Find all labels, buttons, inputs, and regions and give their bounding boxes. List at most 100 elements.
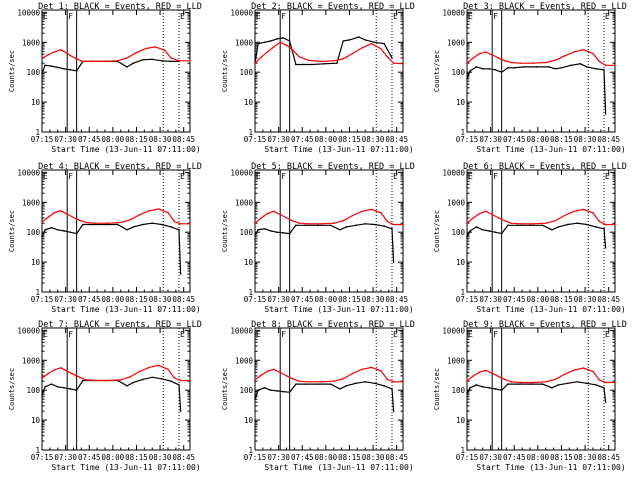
data-point-lld (279, 41, 282, 44)
x-tick-label: 08:00 (527, 295, 550, 304)
plot-frame (254, 169, 404, 293)
x-tick-label: 08:30 (149, 453, 172, 462)
data-point-events (69, 231, 72, 233)
data-point-lld (544, 381, 547, 383)
data-point-lld (307, 59, 310, 62)
data-point-events (579, 63, 582, 65)
x-tick-label: 07:30 (267, 295, 290, 304)
y-tick-label: 100 (451, 386, 465, 395)
data-point-events (522, 66, 525, 68)
y-tick-label: 10 (456, 258, 466, 267)
data-point-lld (472, 217, 475, 219)
data-point-lld (491, 54, 494, 56)
data-point-lld (266, 370, 269, 373)
panel-title: Det 2: BLACK = Events, RED = LLD (251, 2, 415, 12)
y-axis-label: Counts/sec (8, 50, 16, 92)
marker-label: E (43, 330, 48, 339)
x-tick-label: 08:00 (527, 453, 550, 462)
x-tick-label: 08:30 (574, 453, 597, 462)
y-tick-label: 10000 (17, 168, 40, 177)
panel-det-1: Det 1: BLACK = Events, RED = LLD 1 10 100 10… (8, 2, 202, 154)
panel-det-6: Det 6: BLACK = Events, RED = LLD 1 10 100 10… (433, 162, 627, 314)
data-point-events (91, 223, 94, 226)
data-point-events (126, 229, 128, 231)
data-point-lld (179, 379, 182, 382)
data-point-lld (554, 220, 556, 222)
data-point-lld (119, 221, 122, 224)
marker-label: E (605, 172, 610, 181)
data-point-events (383, 42, 385, 45)
data-point-events (126, 66, 128, 68)
panel-title: Det 5: BLACK = Events, RED = LLD (251, 162, 415, 172)
x-tick-label: 07:45 (78, 135, 101, 144)
x-axis-label: Start Time (13-Jun-11 07:11:00) (264, 145, 413, 154)
data-point-lld (47, 54, 50, 56)
y-tick-label: 100 (239, 386, 253, 395)
x-tick-label: 08:15 (550, 295, 573, 304)
data-point-events (392, 410, 395, 412)
data-point-events (604, 247, 607, 249)
data-point-lld (167, 211, 169, 214)
data-point-lld (519, 381, 522, 384)
data-point-events (541, 224, 544, 227)
data-point-lld (491, 372, 494, 375)
data-point-lld (466, 62, 468, 64)
panel-title: Det 7: BLACK = Events, RED = LLD (38, 320, 202, 330)
data-point-lld (614, 223, 616, 226)
data-point-events (595, 226, 597, 228)
data-point-events (295, 224, 297, 227)
x-axis-label: Start Time (13-Jun-11 07:11:00) (264, 463, 413, 472)
x-tick-label: 08:15 (338, 135, 361, 144)
data-point-events (63, 68, 65, 70)
data-point-events (41, 394, 43, 396)
data-point-events (560, 67, 563, 69)
x-tick-label: 08:30 (362, 135, 385, 144)
data-point-events (345, 385, 348, 387)
y-tick-label: 1000 (22, 198, 41, 207)
data-point-lld (85, 221, 87, 224)
x-axis-label: Start Time (13-Jun-11 07:11:00) (264, 305, 413, 314)
data-point-events (75, 232, 78, 235)
data-point-events (41, 72, 43, 75)
data-point-lld (273, 368, 275, 371)
y-tick-label: 10000 (230, 8, 253, 17)
y-tick-label: 100 (26, 386, 40, 395)
marker-label: F (68, 12, 73, 21)
data-point-lld (386, 55, 389, 58)
data-point-events (304, 224, 307, 227)
data-point-events (373, 382, 376, 385)
data-point-lld (563, 373, 566, 376)
data-point-events (323, 63, 326, 65)
panel-title: Det 4: BLACK = Events, RED = LLD (38, 162, 202, 172)
series-line-events (466, 381, 607, 403)
data-point-events (263, 41, 266, 44)
series-line-events (254, 36, 393, 66)
data-point-events (142, 59, 144, 61)
data-point-events (342, 40, 345, 42)
data-point-lld (361, 368, 363, 371)
data-point-lld (532, 223, 534, 225)
data-point-lld (466, 222, 468, 224)
y-tick-label: 1000 (235, 198, 254, 207)
data-point-events (475, 384, 478, 386)
data-point-events (475, 226, 478, 228)
x-tick-label: 07:30 (479, 295, 502, 304)
y-tick-label: 10 (456, 98, 466, 107)
x-tick-label: 08:00 (102, 135, 125, 144)
data-point-events (541, 383, 544, 385)
data-point-events (50, 383, 53, 385)
x-tick-label: 08:45 (597, 135, 620, 144)
data-point-lld (260, 56, 263, 58)
data-point-events (317, 383, 319, 385)
data-point-lld (504, 378, 506, 381)
data-point-events (392, 261, 395, 263)
data-point-events (178, 229, 180, 231)
data-point-events (336, 62, 338, 64)
data-point-events (56, 66, 59, 69)
data-point-lld (298, 222, 300, 224)
data-point-lld (75, 58, 78, 60)
data-point-lld (66, 213, 68, 215)
plot-frame (41, 9, 191, 133)
marker-label: E (393, 330, 398, 339)
